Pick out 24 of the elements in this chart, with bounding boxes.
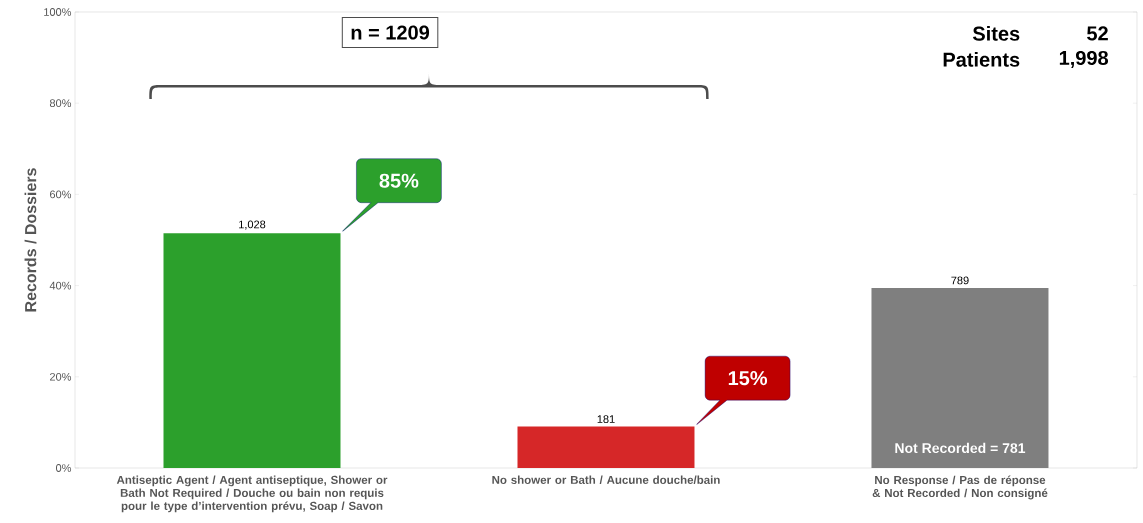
annotation: n = 1209 bbox=[351, 25, 430, 40]
y-tick-label: 60% bbox=[50, 190, 72, 199]
annotation: 85% bbox=[379, 173, 419, 188]
x-tick-label: Antiseptic Agent / Agent antiseptique, Shower or Bath Not Required / Douche ou bain non requis pour le type d’intervention prévu, Soap / Savon bbox=[116, 475, 388, 513]
annotation: 15% bbox=[728, 371, 768, 386]
annotation: 181 bbox=[597, 415, 615, 423]
bar bbox=[163, 233, 341, 468]
annotation: Patients bbox=[943, 52, 1020, 67]
bar bbox=[871, 287, 1049, 468]
annotation: Sites bbox=[972, 26, 1020, 41]
y-tick-label: 0% bbox=[56, 464, 72, 472]
annotation: 1,028 bbox=[239, 220, 266, 230]
x-tick-label: No Response / Pas de réponse & Not Recorded / Non consigné bbox=[872, 475, 1048, 500]
annotation: 789 bbox=[951, 276, 969, 285]
x-tick-label: No shower or Bath / Aucune douche/bain bbox=[492, 475, 720, 485]
annotation: 52 bbox=[1087, 26, 1108, 41]
bar bbox=[517, 426, 695, 468]
y-tick-label: 80% bbox=[49, 99, 72, 108]
annotation: Not Recorded = 781 bbox=[895, 442, 1026, 454]
y-tick-label: 20% bbox=[50, 372, 72, 381]
y-tick-label: 40% bbox=[49, 281, 72, 290]
y-tick-label: 100% bbox=[44, 8, 72, 16]
y-axis-title: Records / Dossiers bbox=[24, 168, 37, 312]
annotation: 1,998 bbox=[1059, 50, 1109, 68]
